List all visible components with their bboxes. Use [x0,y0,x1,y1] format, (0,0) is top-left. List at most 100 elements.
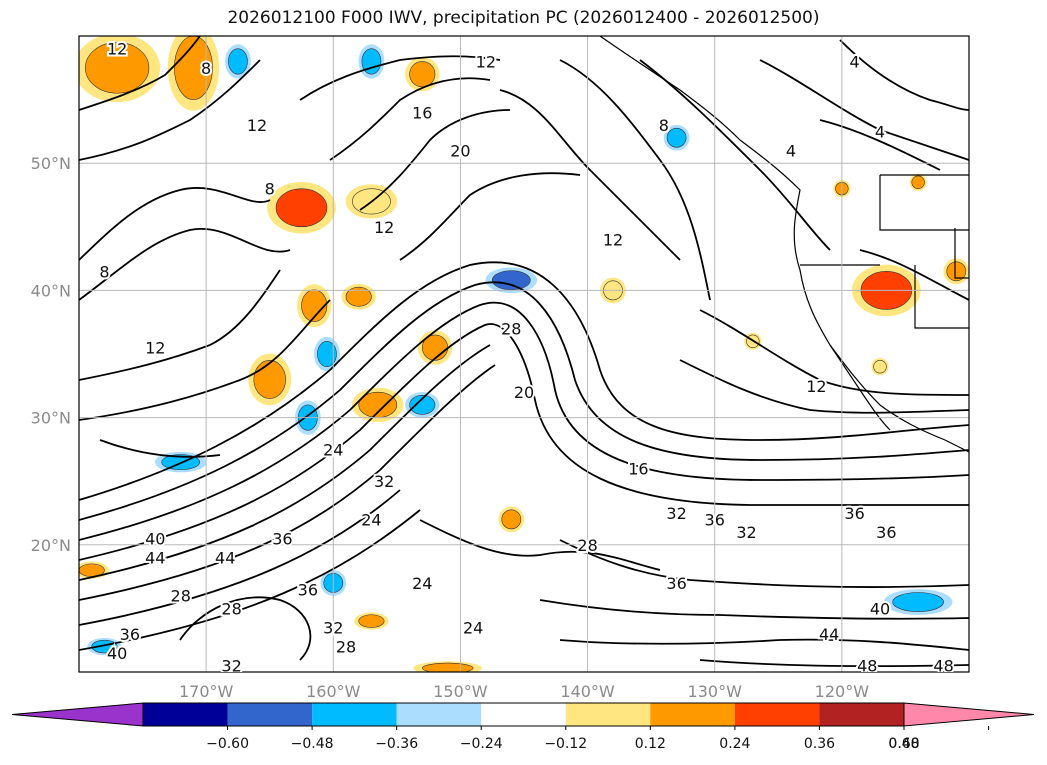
contour-label: 8 [201,59,211,78]
colorbar-tick-label: 0.12 [635,736,666,752]
iwv-contour-layer [79,36,969,668]
contour-line [79,323,969,561]
contour-label: 8 [265,180,275,199]
contour-label: 8 [99,262,109,281]
contour-label: 32 [374,472,394,491]
contour-line [79,36,201,111]
precip-patch [361,48,382,75]
colorbar-bin [734,703,820,726]
contour-label: 48 [933,657,953,676]
colorbar-tick-label: 0.60 [888,736,919,752]
state-border [800,174,969,329]
axis-labels: 170°W 160°W 150°W 140°W 130°W 120°W 50°N 40°N 30… [31,154,870,701]
contour-label: 28 [577,536,597,555]
contour-label: 24 [412,574,432,593]
contour-label: 12 [476,52,496,71]
contour-line [79,59,261,161]
precip-patch [491,270,531,291]
contour-line [839,39,969,111]
contour-line [299,55,501,101]
colorbar: −0.60 −0.48 −0.36 −0.24 −0.12 0.12 0.24 0.36 0.4… [11,702,1035,752]
coastline-layer [599,36,969,453]
lat-tick-label: 50°N [31,154,71,173]
contour-label: 32 [323,618,343,637]
colorbar-bin [565,703,651,726]
contour-label: 12 [806,377,826,396]
contour-label: 20 [450,141,470,160]
contour-line [79,269,281,381]
precip-patch [409,395,436,415]
colorbar-tick-label: −0.24 [460,736,503,752]
contour-label: 44 [215,549,235,568]
contour-label: 24 [361,510,381,529]
contour-label: 36 [272,529,292,548]
contour-line [679,359,969,414]
precip-patch [85,42,150,94]
precip-patch [275,188,328,228]
contour-line [359,109,511,211]
lon-tick-label: 150°W [433,682,488,701]
contour-line [79,301,969,541]
precip-patch [358,614,385,628]
contour-line [79,187,271,261]
contour-label: 12 [145,339,165,358]
contour-line [79,261,969,501]
contour-line [759,59,969,161]
colorbar-bin [143,703,228,726]
precip-patch [301,289,328,322]
precip-patch [873,360,887,374]
contour-label: 28 [336,638,356,657]
precip-patch [409,61,436,88]
north-america-coastline [599,36,969,453]
contour-label: 32 [736,523,756,542]
map-title: 2026012100 F000 IWV, precipitation PC (2… [227,8,820,28]
precip-patch [946,261,967,282]
contour-label: 4 [786,141,796,160]
colorbar-tick-label: −0.60 [206,736,249,752]
colorbar-bin [481,703,566,726]
contour-label: 32 [221,657,241,676]
contour-line [419,519,661,571]
contour-label: 28 [501,320,521,339]
contour-label: 44 [819,625,839,644]
contour-label: 8 [659,116,669,135]
contour-label: 24 [323,440,343,459]
contour-label: 12 [247,116,267,135]
colorbar-bin [312,703,397,726]
precip-patch [892,592,944,612]
contour-label: 40 [107,644,127,663]
lat-tick-label: 30°N [31,409,71,428]
contour-label: 16 [628,459,648,478]
contour-label: 36 [120,625,140,644]
precip-patch [501,509,522,530]
precip-patch [253,360,286,399]
contour-label: 36 [705,510,725,529]
contour-line [329,77,491,161]
lat-tick-label: 20°N [31,536,71,555]
contour-label: 44 [145,549,165,568]
contour-label: 36 [666,574,686,593]
lon-tick-label: 160°W [306,682,361,701]
contour-label: 16 [412,103,432,122]
colorbar-tick-label: −0.36 [375,736,418,752]
colorbar-bin [650,703,735,726]
colorbar-bin [396,703,482,726]
contour-label: 40 [870,599,890,618]
lon-tick-label: 170°W [179,682,234,701]
contour-line [79,364,496,601]
contour-label: 12 [603,231,623,250]
contour-line [79,227,291,301]
precip-patch [317,340,337,368]
baja-coastline [829,344,891,431]
contour-label: 28 [171,587,191,606]
colorbar-tick-label: −0.48 [291,736,334,752]
colorbar-outline [142,702,905,727]
colorbar-extend-min [11,702,144,727]
contour-label: 40 [145,529,165,548]
colorbar-bin [227,703,313,726]
contour-label: 20 [514,383,534,402]
colorbar-tick-label: −0.12 [544,736,587,752]
colorbar-tick-label: 0.36 [804,736,835,752]
